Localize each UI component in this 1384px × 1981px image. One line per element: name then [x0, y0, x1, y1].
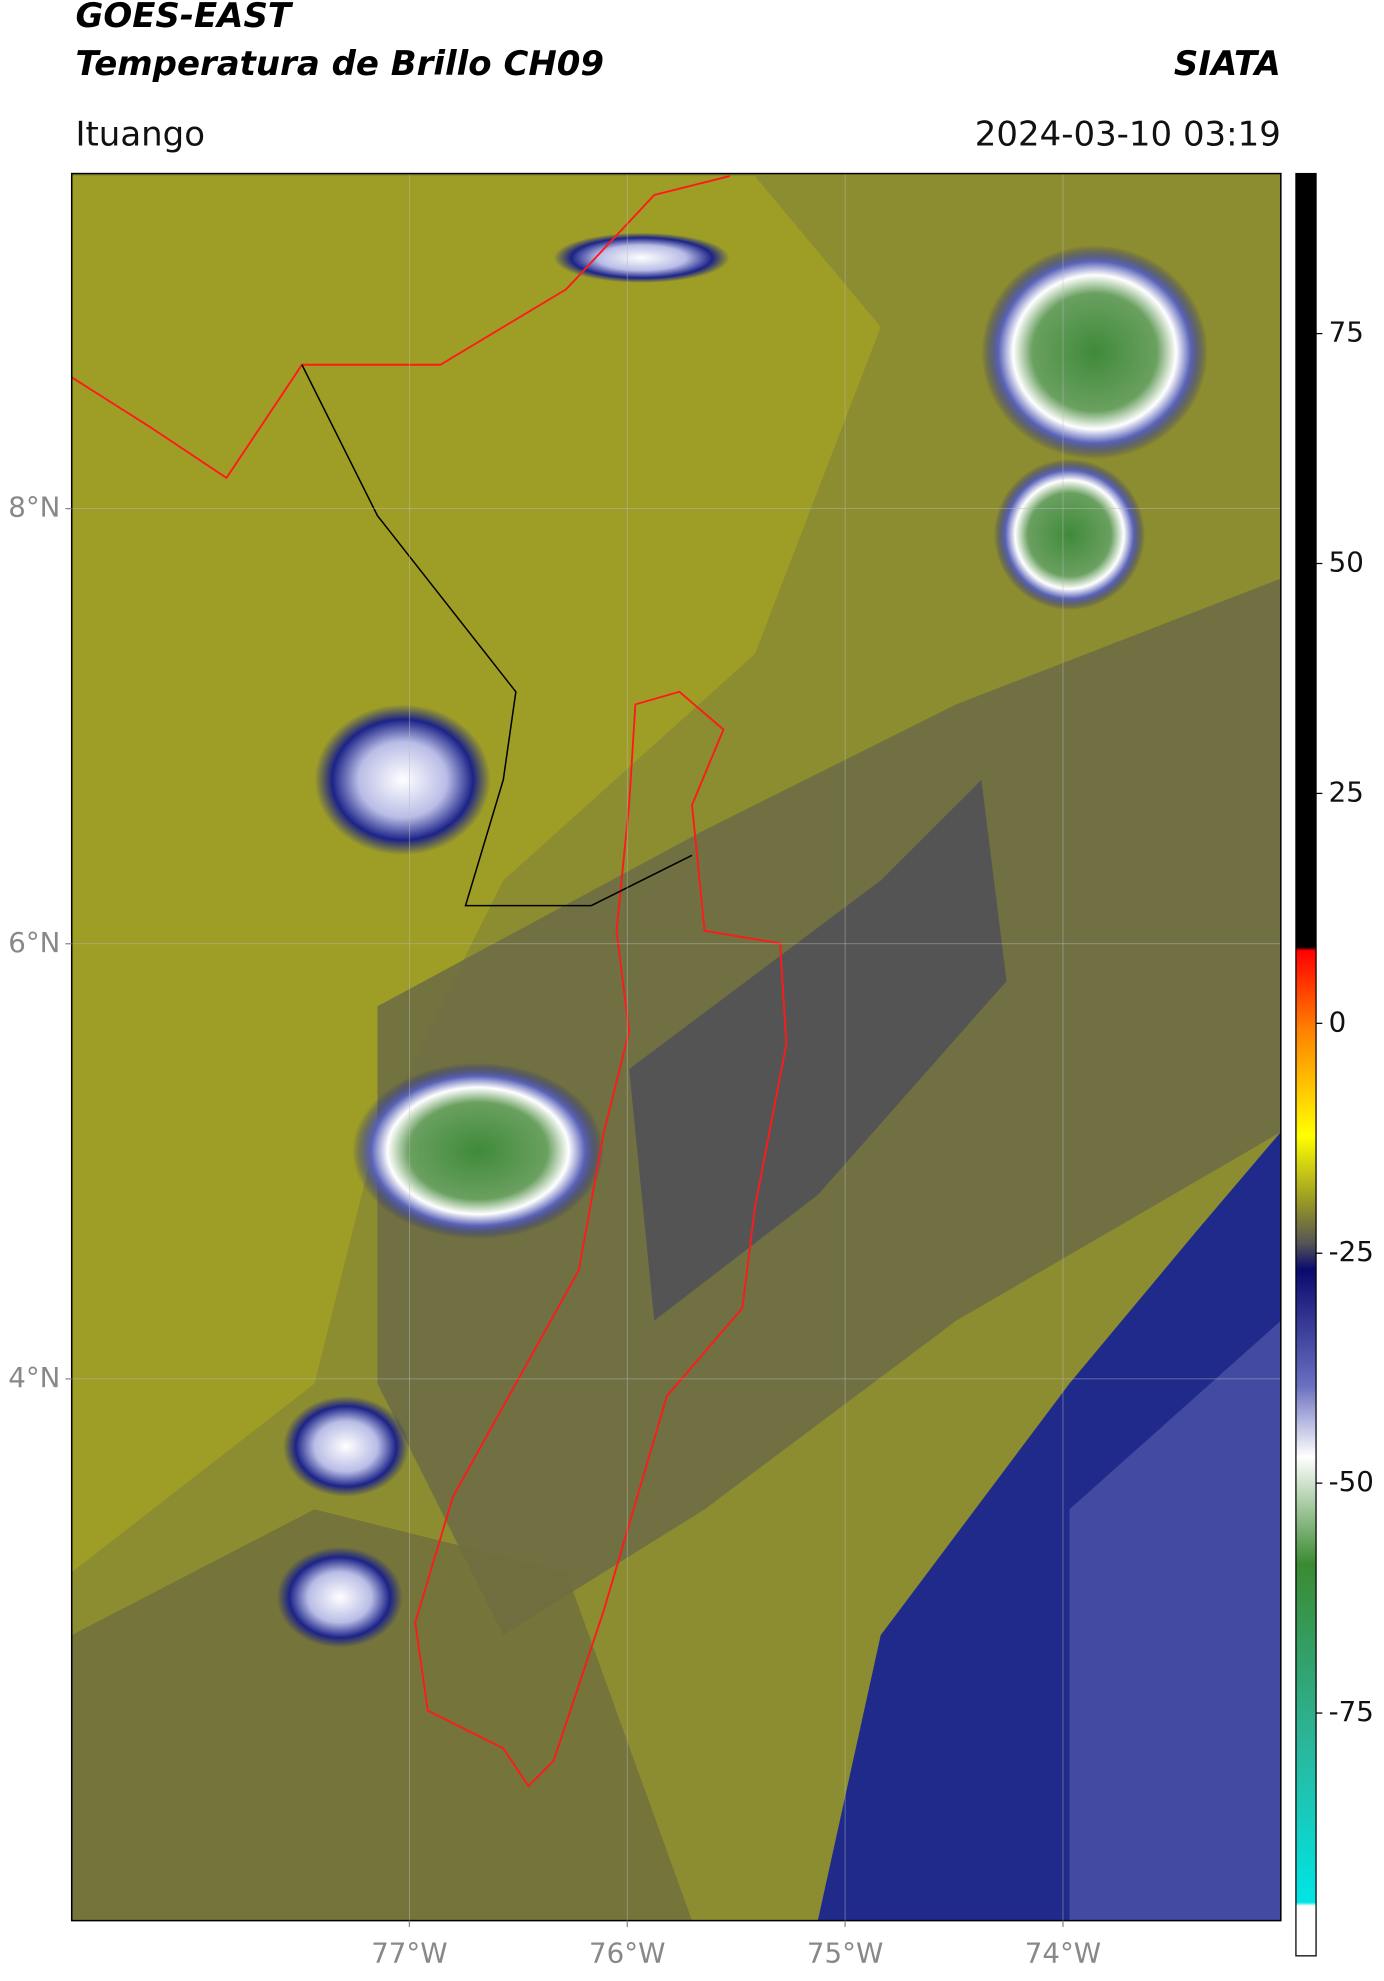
colorbar-tick-label: 75 — [1329, 316, 1364, 349]
map-frame — [70, 172, 1282, 1922]
colorbar-tick-label: -75 — [1329, 1695, 1374, 1728]
y-tick-label: 6°N — [8, 926, 60, 959]
colorbar-tick-label: 50 — [1329, 546, 1364, 579]
x-tick-label: 77°W — [371, 1937, 447, 1970]
colorbar-tick-label: 25 — [1329, 775, 1364, 808]
y-tick-label: 4°N — [8, 1361, 60, 1394]
colorbar-tick-label: -25 — [1329, 1235, 1374, 1268]
satellite-image — [71, 173, 1281, 1921]
source: SIATA — [1174, 44, 1281, 84]
location: Ituango — [75, 114, 205, 154]
y-tick-label: 8°N — [8, 491, 60, 524]
x-tick-label: 75°W — [807, 1937, 883, 1970]
colorbar-tick-label: 0 — [1329, 1005, 1347, 1038]
colorbar-tick-label: -50 — [1329, 1465, 1374, 1498]
subtitle: Temperatura de Brillo CH09 — [75, 44, 604, 84]
x-tick-label: 74°W — [1025, 1937, 1101, 1970]
title: GOES-EAST — [75, 0, 293, 36]
colorbar — [1295, 172, 1317, 1957]
timestamp: 2024-03-10 03:19 — [975, 114, 1281, 154]
x-tick-label: 76°W — [589, 1937, 665, 1970]
